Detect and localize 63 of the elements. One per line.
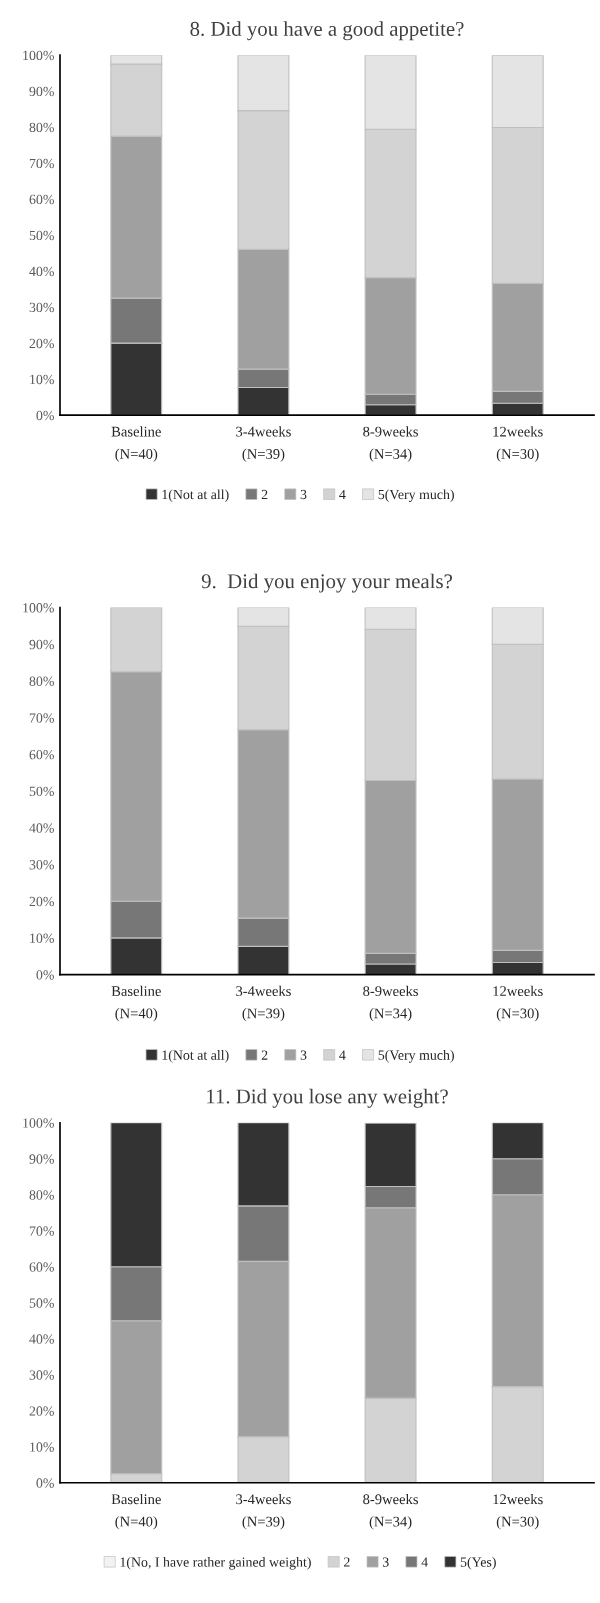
legend-label: 1(Not at all) [162,489,229,502]
y-tick-label: 60% [29,194,54,205]
legend-label: 2 [344,1557,350,1567]
y-tick-label: 70% [29,158,54,169]
y-tick-label: 30% [29,302,54,313]
y-tick-label: 90% [29,639,54,650]
legend-label: 3 [382,1557,389,1567]
y-tick-label: 0% [36,410,54,421]
y-tick-label: 60% [29,1262,54,1272]
y-tick-label: 40% [29,823,54,833]
y-tick-label: 60% [29,749,54,760]
y-tick-label: 10% [30,1442,54,1452]
legend-label: 5(Very much) [378,1050,454,1063]
y-tick-label: 10% [30,933,54,943]
y-tick-label: 20% [29,1406,54,1416]
legend-label: 1(No, I have rather gained weight) [120,1556,311,1570]
y-tick-label: 100% [23,1118,54,1128]
x-tick-label: 12weeks (N=30) [493,985,543,1022]
x-tick-label: 8-9weeks (N=34) [363,426,418,462]
y-tick-label: 100% [23,603,54,613]
y-tick-label: 40% [29,266,54,277]
x-tick-label: 3-4weeks (N=39) [236,1493,291,1530]
x-tick-label: 12weeks (N=30) [493,426,543,462]
y-tick-label: 80% [29,122,54,133]
y-tick-label: 70% [29,713,54,723]
legend-label: 4 [339,489,346,500]
y-tick-label: 50% [29,1298,54,1308]
y-tick-label: 30% [29,1370,54,1380]
x-tick-label: 3-4weeks (N=39) [236,985,291,1022]
x-tick-label: Baseline (N=40) [111,1493,161,1530]
y-tick-label: 90% [29,1154,54,1164]
legend-label: 5(Yes) [460,1556,496,1570]
x-tick-label: Baseline (N=40) [111,426,161,462]
legend-label: 5(Very much) [378,489,454,503]
y-tick-label: 0% [36,1478,54,1488]
x-tick-label: 8-9weeks (N=34) [363,985,418,1022]
y-tick-label: 30% [29,860,54,870]
legend-label: 3 [300,1050,307,1060]
legend-label: 1(Not at all) [162,1050,229,1063]
legend-label: 3 [300,489,307,500]
y-tick-label: 0% [36,970,54,980]
legend-label: 2 [261,489,268,500]
y-tick-label: 80% [29,1190,54,1200]
legend-label: 4 [339,1050,346,1060]
x-tick-label: 3-4weeks (N=39) [236,426,291,462]
x-tick-label: Baseline (N=40) [111,985,161,1022]
y-tick-label: 40% [29,1334,54,1344]
chart-title: 8. Did you have a good appetite? [190,21,464,41]
y-tick-label: 70% [29,1226,54,1236]
y-tick-label: 50% [29,786,54,797]
chart-title: 11. Did you lose any weight? [207,1088,448,1108]
y-tick-label: 100% [23,50,54,61]
chart-title: 9. Did you enjoy your meals? [201,573,452,593]
y-tick-label: 80% [29,676,54,686]
y-tick-label: 90% [29,86,54,97]
x-tick-label: 12weeks (N=30) [493,1493,543,1530]
y-tick-label: 50% [29,230,54,241]
y-tick-label: 20% [29,896,54,907]
legend-label: 4 [421,1557,428,1567]
legend-label: 2 [261,1050,268,1060]
x-tick-label: 8-9weeks (N=34) [363,1493,418,1530]
y-tick-label: 20% [29,338,54,349]
y-tick-label: 10% [30,374,54,385]
